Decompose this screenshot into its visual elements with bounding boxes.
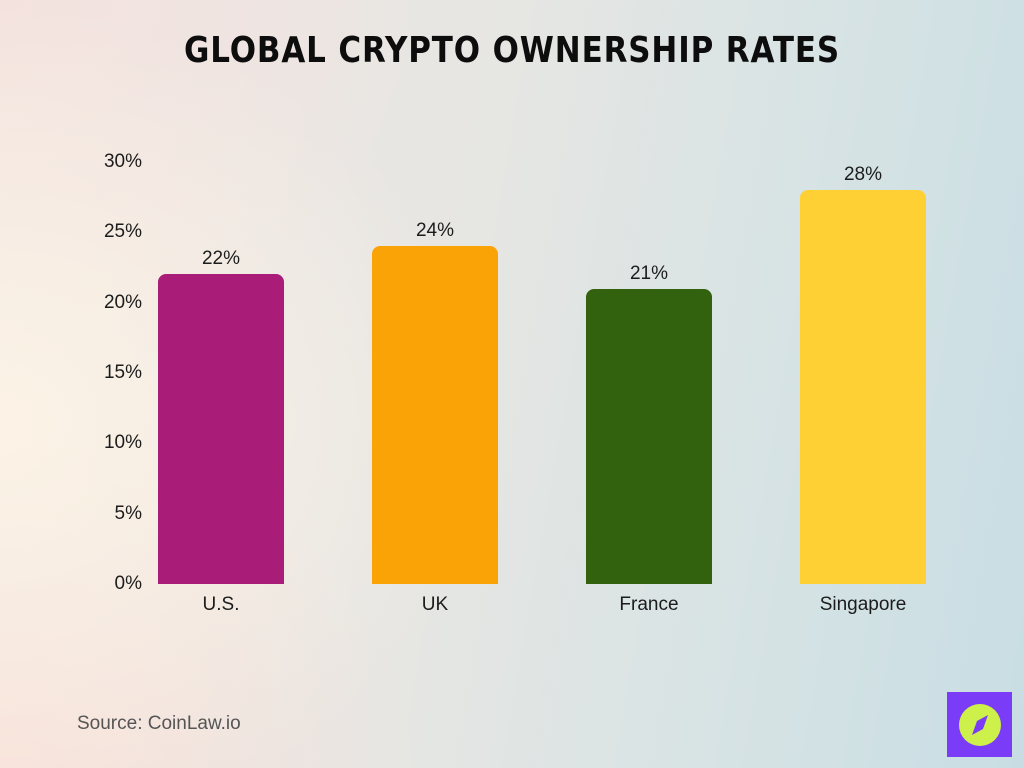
x-tick-label: UK xyxy=(421,594,449,615)
data-label: 21% xyxy=(629,262,669,284)
y-tick: 0% xyxy=(114,573,142,594)
data-label: 22% xyxy=(201,248,241,270)
y-tick: 5% xyxy=(114,503,142,524)
x-tick-label: U.S. xyxy=(202,594,240,615)
y-tick: 10% xyxy=(103,432,142,453)
x-tick-label: Singapore xyxy=(819,594,907,615)
brand-logo xyxy=(947,692,1012,757)
chart-title: Global Crypto Ownership Rates xyxy=(183,30,841,71)
bar-singapore xyxy=(800,190,926,584)
y-tick: 20% xyxy=(103,292,142,313)
source-text: Source: CoinLaw.io xyxy=(77,713,241,734)
compass-icon xyxy=(958,703,1001,746)
bar-us xyxy=(158,274,284,584)
y-tick: 30% xyxy=(103,151,142,172)
bar-uk xyxy=(372,246,498,584)
bar-france xyxy=(586,288,712,584)
y-tick: 25% xyxy=(103,221,142,242)
x-tick-label: France xyxy=(619,594,679,615)
y-tick: 15% xyxy=(103,362,142,383)
data-label: 24% xyxy=(415,220,455,242)
data-label: 28% xyxy=(843,164,883,186)
